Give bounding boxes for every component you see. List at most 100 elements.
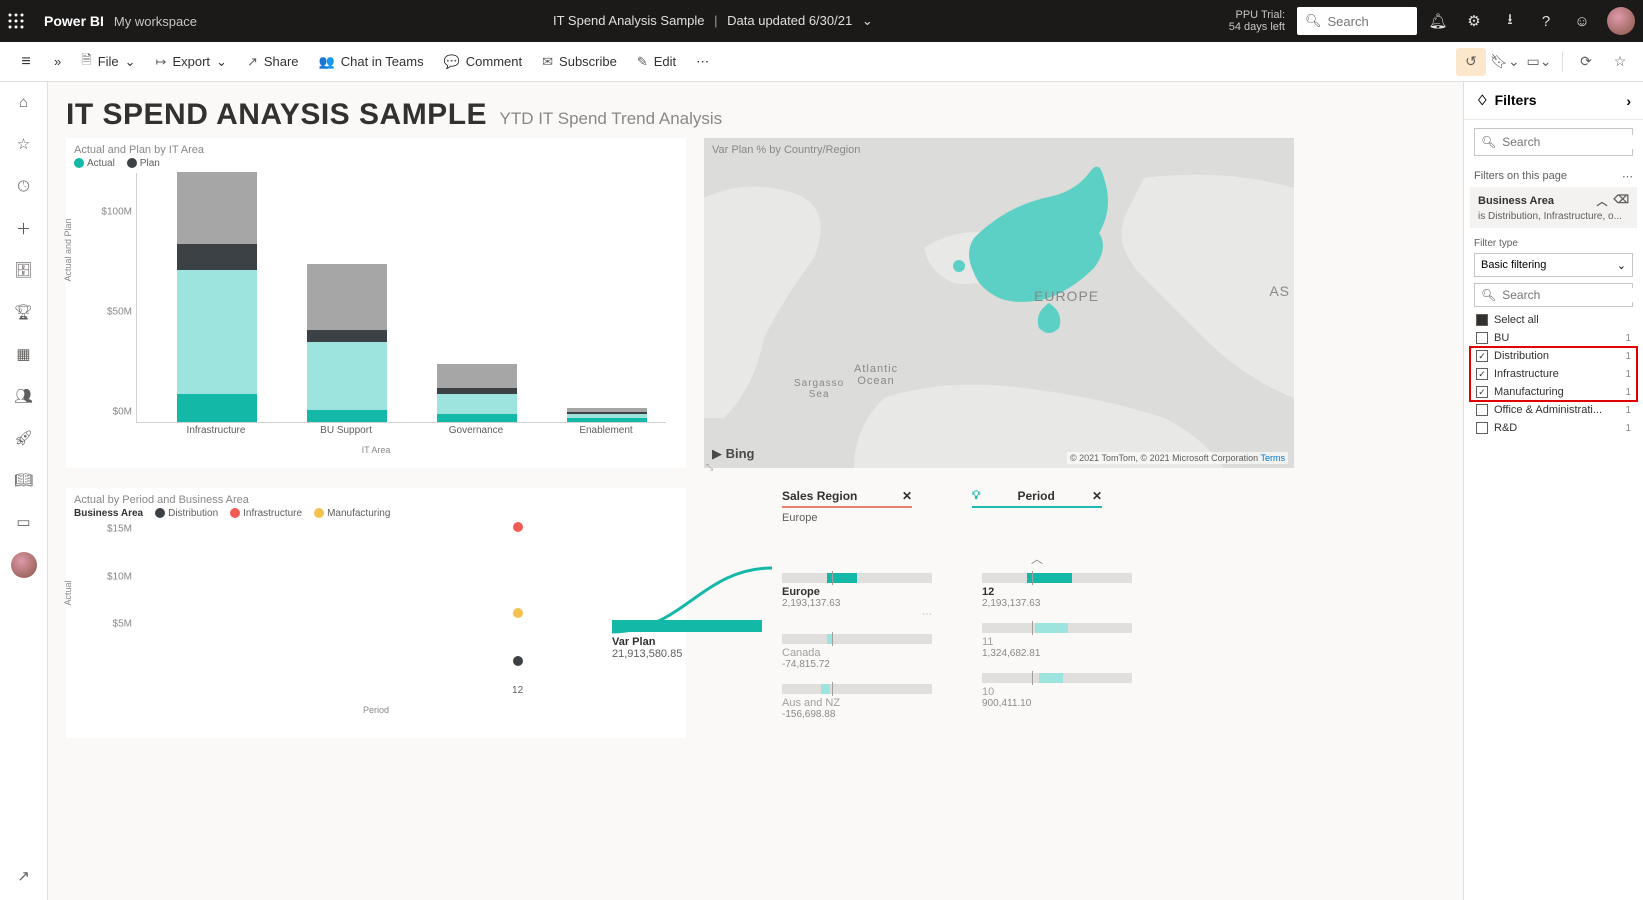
comment-icon: 💬 [444,54,460,70]
settings-icon[interactable]: ⚙ [1459,12,1489,30]
close-icon[interactable]: ✕ [1092,489,1102,503]
decomposition-tree[interactable]: ︿ Var Plan 21,913,580.85 Europe2,193,137… [782,550,1292,720]
export-menu[interactable]: ↦Export⌄ [146,42,237,81]
decomp-row[interactable]: 10900,411.10 [982,673,1132,709]
resize-handle-icon[interactable]: ⤡ [706,462,713,473]
filter-value-item[interactable]: BU1 [1470,329,1637,347]
filters-search[interactable]: 🔍︎ [1474,128,1633,156]
feedback-icon[interactable]: ☺ [1567,13,1597,30]
map-label-asia: AS [1269,283,1290,299]
subscribe-button[interactable]: ✉Subscribe [532,42,627,81]
decomp-row[interactable]: Aus and NZ-156,698.88 [782,684,932,720]
bar-y-axis-label: Actual and Plan [63,218,73,281]
filter-type-select[interactable]: Basic filtering⌄ [1474,253,1633,277]
checkbox[interactable] [1476,386,1488,398]
checkbox[interactable] [1476,350,1488,362]
scatter-point[interactable] [513,656,523,666]
checkbox[interactable] [1476,422,1488,434]
report-canvas: IT SPEND ANAYSIS SAMPLE YTD IT Spend Tre… [48,82,1463,900]
app-launcher-icon[interactable] [8,13,40,29]
checkbox[interactable] [1476,332,1488,344]
apps-icon[interactable]: ▦ [8,342,40,366]
recent-icon[interactable]: 🕓︎ [8,174,40,198]
brand-label[interactable]: Power BI [44,13,104,29]
refresh-button[interactable]: ⟳ [1571,48,1601,76]
mail-icon: ✉ [542,54,553,70]
user-avatar[interactable] [1607,7,1635,35]
decomp-row[interactable]: Canada-74,815.72 [782,634,932,670]
chevron-up-icon[interactable]: ︿ [1596,193,1607,209]
trial-status[interactable]: PPU Trial: 54 days left [1229,9,1285,33]
file-menu[interactable]: 🗎File⌄ [71,42,145,81]
chevron-down-icon[interactable]: ⌄ [862,13,873,28]
decomp-root[interactable]: Var Plan 21,913,580.85 [612,620,762,660]
map-visual[interactable]: 📌︎ ⧉ ▽ ⛶ ⋯ Var Plan % by Country/Region [704,138,1294,468]
filter-value-item[interactable]: R&D1 [1470,419,1637,437]
scatter-point[interactable] [513,522,523,532]
clear-filter-icon[interactable]: ⌫ [1613,193,1629,209]
scatter-visual[interactable]: Actual by Period and Business Area Busin… [66,488,686,738]
reset-button[interactable]: ↺ [1456,48,1486,76]
bar-infrastructure[interactable] [177,172,257,422]
bar-enablement[interactable] [567,408,647,422]
bar-governance[interactable] [437,364,517,422]
filter-list-search-input[interactable] [1502,288,1643,302]
bar-x-label: BU Support [320,425,372,436]
bar-chart-visual[interactable]: Actual and Plan by IT Area Actual Plan A… [66,138,686,468]
filter-value-item[interactable]: Distribution1 [1470,347,1637,365]
download-icon[interactable]: ⭳ [1495,9,1525,34]
filter-value-item[interactable]: Manufacturing1 [1470,383,1637,401]
close-icon[interactable]: ✕ [902,489,912,503]
checkbox[interactable] [1476,314,1488,326]
collapse-pane-icon[interactable]: › [1626,93,1631,109]
goals-icon[interactable]: 🏆︎ [8,300,40,324]
shared-icon[interactable]: 👥︎ [8,384,40,408]
map-terms-link[interactable]: Terms [1261,453,1286,463]
view-button[interactable]: ▭⌄ [1524,48,1554,76]
chevron-up-icon[interactable]: ︿ [782,550,1292,567]
filter-value-item[interactable]: Infrastructure1 [1470,365,1637,383]
bookmark-button[interactable]: 🔖︎⌄ [1490,48,1520,76]
checkbox[interactable] [1476,404,1488,416]
create-icon[interactable]: ＋ [8,216,40,240]
decomp-row[interactable]: Europe2,193,137.63⋯ [782,573,932,620]
workspace-name[interactable]: My workspace [114,14,197,29]
header-center[interactable]: IT Spend Analysis Sample | Data updated … [197,13,1229,29]
more-icon[interactable]: ⋯ [1622,170,1633,183]
learn-icon[interactable]: 🚀︎ [8,426,40,450]
workspaces-icon[interactable]: 📖︎ [8,468,40,492]
search-input[interactable] [1328,14,1408,29]
bar-bu-support[interactable] [307,264,387,422]
rail-avatar[interactable] [11,552,37,578]
decomp-row[interactable]: 111,324,682.81 [982,623,1132,659]
more-menu[interactable]: ⋯ [686,42,719,81]
expand-toolbar-button[interactable]: » [44,42,71,81]
datasets-icon[interactable]: 🗄︎ [8,258,40,282]
decomp-row[interactable]: 122,193,137.63 [982,573,1132,609]
global-search[interactable]: 🔍︎ [1297,7,1417,35]
slicer-region[interactable]: Sales Region ✕ [782,488,912,508]
favorites-icon[interactable]: ☆ [8,132,40,156]
nav-toggle-icon[interactable]: ≡ [8,53,44,71]
filter-list-search[interactable]: 🔍︎ [1474,283,1633,307]
comment-button[interactable]: 💬Comment [434,42,533,81]
my-workspace-icon[interactable]: ▭ [8,510,40,534]
filter-value-item[interactable]: Select all [1470,311,1637,329]
filter-value-item[interactable]: Office & Administrati...1 [1470,401,1637,419]
filter-card[interactable]: Business Area ︿ ⌫ is Distribution, Infra… [1470,187,1637,228]
checkbox[interactable] [1476,368,1488,380]
share-button[interactable]: ↗Share [237,42,309,81]
report-name: IT Spend Analysis Sample [553,13,705,28]
collapse-rail-icon[interactable]: ↗ [8,864,40,888]
favorite-button[interactable]: ☆ [1605,48,1635,76]
scatter-point[interactable] [513,608,523,618]
notifications-icon[interactable]: 🔔︎ [1423,12,1453,30]
edit-button[interactable]: ✎Edit [627,42,686,81]
chat-teams-button[interactable]: 👥Chat in Teams [309,42,434,81]
share-icon: ↗ [247,54,258,70]
help-icon[interactable]: ? [1531,13,1561,30]
filters-search-input[interactable] [1502,135,1643,149]
home-icon[interactable]: ⌂ [8,90,40,114]
slicer-period[interactable]: 💡︎ Period ✕ [972,488,1102,508]
more-icon[interactable]: ⋯ [782,609,932,620]
